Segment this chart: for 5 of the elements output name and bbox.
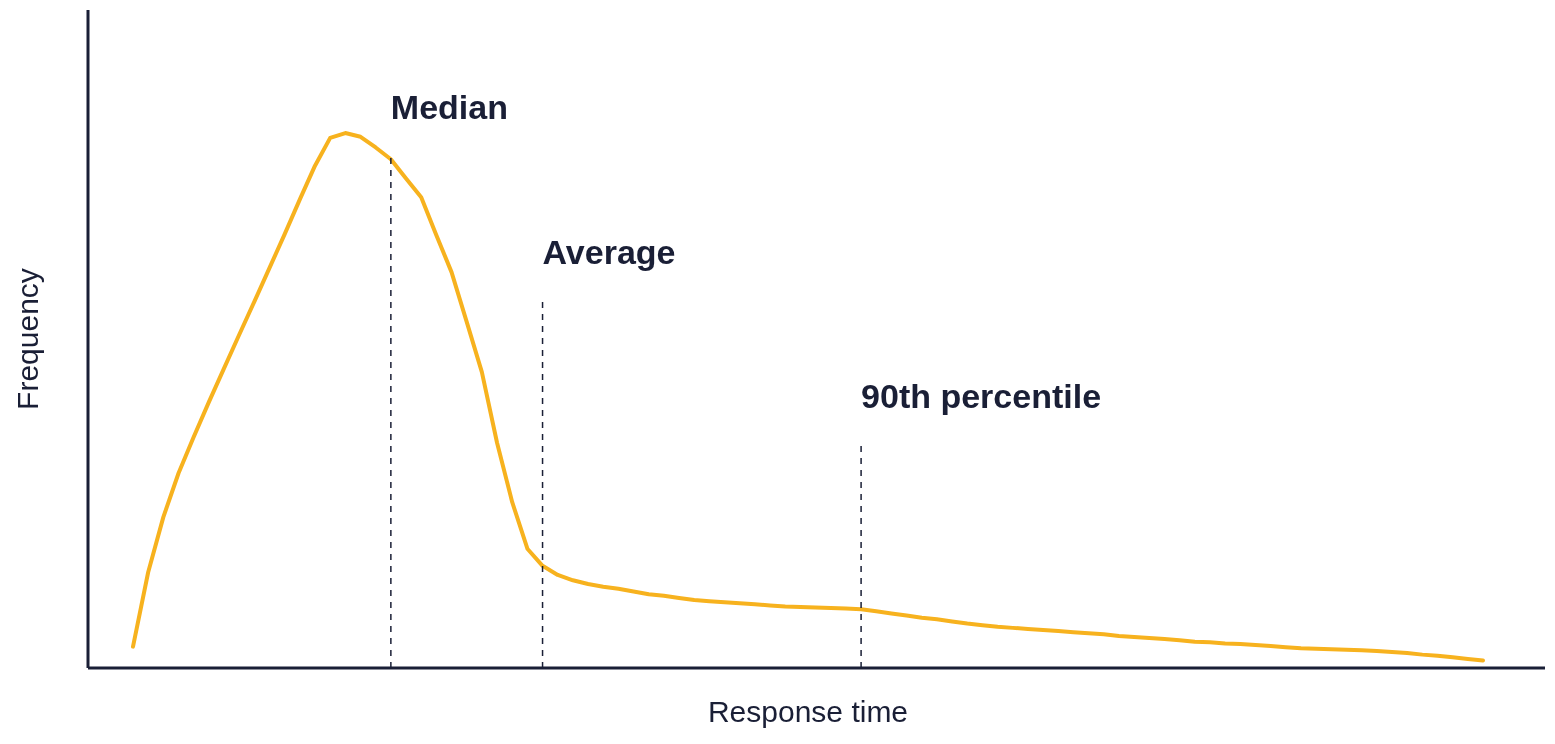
y-axis-title: Frequency [11, 268, 45, 410]
x-axis-title: Response time [707, 695, 909, 729]
annotation: 90th percentile [861, 376, 1102, 415]
annotation: Average [542, 232, 676, 271]
text: Median [390, 88, 508, 127]
